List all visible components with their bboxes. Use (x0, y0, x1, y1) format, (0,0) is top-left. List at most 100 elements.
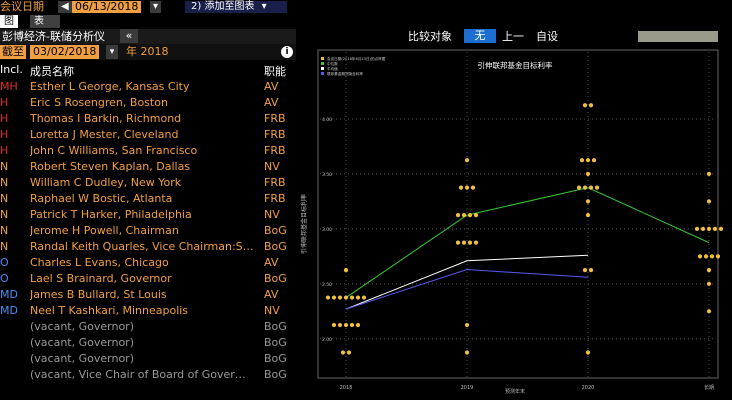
compare-custom-button[interactable]: 自设 (536, 30, 558, 43)
table-row[interactable]: O Charles L Evans, Chicago AV (0, 255, 296, 271)
table-row[interactable]: N Jerome H Powell, Chairman BoG (0, 223, 296, 239)
include-cell[interactable]: N (0, 224, 9, 237)
table-row[interactable]: H Eric S Rosengren, Boston AV (0, 95, 296, 111)
member-role: AV (264, 256, 279, 269)
chart-toolbar: 比较对象 无 上一 自设 (298, 29, 732, 44)
legend-swatch (321, 62, 324, 65)
table-row[interactable]: (vacant, Vice Chair of Board of Gover… Bo… (0, 367, 296, 383)
add-to-chart-button[interactable]: 2) 添加至图表 ▾ (185, 1, 287, 13)
member-name: Lael S Brainard, Governor (30, 272, 172, 285)
dot-mark (591, 158, 597, 163)
table-row[interactable]: O Lael S Brainard, Governor BoG (0, 271, 296, 287)
include-cell[interactable]: N (0, 160, 9, 173)
table-row[interactable]: H Loretta J Mester, Cleveland FRB (0, 127, 296, 143)
chevron-down-icon: ▾ (261, 1, 267, 12)
asof-label: 截至 (0, 45, 26, 59)
chart-title: 引伸联邦基金目标利率 (478, 60, 553, 70)
dot-mark (700, 226, 706, 231)
dot-mark (585, 213, 591, 218)
plot-frame (317, 49, 719, 379)
dot-mark (582, 267, 588, 273)
member-role: FRB (264, 144, 286, 157)
incl-header[interactable]: Incl. (0, 63, 23, 76)
compare-prev-button[interactable]: 上一 (502, 30, 524, 43)
include-cell[interactable]: O (0, 272, 9, 285)
dot-mark (473, 240, 479, 245)
collapse-button[interactable]: « (120, 29, 138, 43)
y-axis-label: 引伸联邦基金目标利率 (300, 194, 308, 254)
member-name: Loretta J Mester, Cleveland (30, 128, 179, 141)
dot-mark (706, 226, 712, 231)
dot-mark (706, 171, 712, 177)
info-icon[interactable]: i (281, 46, 293, 58)
asof-date-input[interactable]: 03/02/2018 (30, 45, 100, 59)
series-line-2 (345, 269, 589, 310)
table-row[interactable]: N Patrick T Harker, Philadelphia NV (0, 207, 296, 223)
dot-mark (585, 199, 591, 204)
x-tick-label: 2019 (461, 385, 474, 391)
dot-mark (361, 295, 367, 300)
table-row[interactable]: H John C Williams, San Francisco FRB (0, 143, 296, 159)
custom-value-input[interactable] (638, 31, 718, 42)
dot-mark (470, 185, 476, 190)
member-name: (vacant, Governor) (30, 352, 134, 365)
member-name: Robert Steven Kaplan, Dallas (30, 160, 191, 173)
member-role: NV (264, 160, 280, 173)
panel-title-bar: 彭博经济-联储分析仪 « (0, 29, 296, 44)
table-row[interactable]: N Robert Steven Kaplan, Dallas NV (0, 159, 296, 175)
dot-mark (473, 213, 479, 218)
include-cell[interactable]: MH (0, 80, 18, 93)
table-row[interactable]: (vacant, Governor) BoG (0, 335, 296, 351)
date-dropdown-icon[interactable]: ▾ (150, 1, 162, 13)
dot-mark (461, 240, 467, 245)
dot-mark (706, 281, 712, 286)
role-header[interactable]: 职能 (264, 65, 286, 78)
member-role: FRB (264, 192, 286, 205)
table-row[interactable]: H Thomas I Barkin, Richmond FRB (0, 111, 296, 127)
back-arrow-icon[interactable]: ◀ (58, 1, 72, 13)
member-name: John C Williams, San Francisco (30, 144, 198, 157)
meeting-date-input[interactable]: 06/13/2018 (72, 1, 142, 13)
dot-mark (325, 295, 331, 300)
include-cell[interactable]: N (0, 240, 9, 253)
member-role: NV (264, 208, 280, 221)
add-to-chart-label: 2) 添加至图表 (191, 1, 255, 12)
dot-mark (718, 226, 724, 231)
top-toolbar: 会议日期 ◀ 06/13/2018 ▾ 2) 添加至图表 ▾ (0, 0, 732, 14)
include-cell[interactable]: H (0, 128, 9, 141)
include-cell[interactable]: N (0, 176, 9, 189)
include-cell[interactable]: H (0, 144, 9, 157)
tab-table[interactable]: 表 (30, 15, 60, 28)
legend-swatch (321, 72, 324, 75)
member-role: BoG (264, 272, 287, 285)
table-row[interactable]: (vacant, Governor) BoG (0, 319, 296, 335)
include-cell[interactable]: H (0, 96, 9, 109)
dot-mark (706, 267, 712, 273)
include-cell[interactable]: N (0, 208, 9, 221)
y-tick-label: 2.00 (322, 337, 332, 343)
include-cell[interactable]: H (0, 112, 9, 125)
asof-dropdown-icon[interactable]: ▾ (106, 45, 118, 59)
table-row[interactable]: (vacant, Governor) BoG (0, 351, 296, 367)
name-header[interactable]: 成员名称 (30, 65, 74, 78)
tab-chart[interactable]: 图 (0, 15, 18, 28)
panel-title: 彭博经济-联储分析仪 (2, 30, 105, 43)
compare-none-button[interactable]: 无 (464, 29, 496, 43)
legend-label: 会议日期(2018年6月13日)的点阵图 (327, 56, 386, 61)
include-cell[interactable]: MD (0, 288, 18, 301)
table-row[interactable]: MH Esther L George, Kansas City AV (0, 79, 296, 95)
member-role: BoG (264, 368, 287, 381)
include-cell[interactable]: N (0, 192, 9, 205)
include-cell[interactable]: MD (0, 304, 18, 317)
include-cell[interactable]: O (0, 256, 9, 269)
x-tick-label: 2018 (340, 385, 353, 391)
table-row[interactable]: N William C Dudley, New York FRB (0, 175, 296, 191)
dot-mark (349, 322, 355, 328)
dot-mark (585, 158, 591, 163)
member-role: FRB (264, 112, 286, 125)
legend-label: 平均值 (327, 66, 338, 71)
table-row[interactable]: MD James B Bullard, St Louis AV (0, 287, 296, 303)
table-row[interactable]: N Raphael W Bostic, Atlanta FRB (0, 191, 296, 207)
table-row[interactable]: N Randal Keith Quarles, Vice Chairman:S… B… (0, 239, 296, 255)
table-row[interactable]: MD Neel T Kashkari, Minneapolis NV (0, 303, 296, 319)
